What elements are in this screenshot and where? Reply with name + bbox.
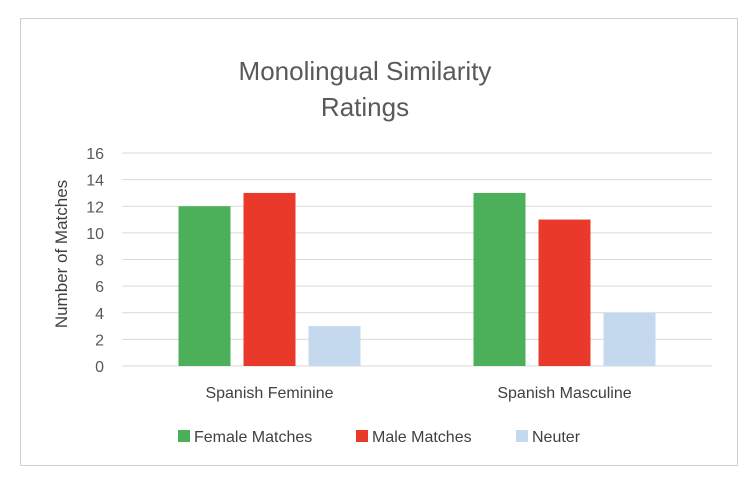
legend-label-3: Neuter: [532, 429, 581, 446]
chart-frame: [20, 18, 738, 466]
bar-1-3: [308, 326, 361, 366]
y-tick-label-14: 14: [86, 173, 104, 190]
y-axis-label: Number of Matches: [52, 180, 71, 328]
category-labels: Spanish Feminine Spanish Masculine: [205, 385, 631, 402]
bar-2-2: [538, 219, 591, 366]
y-tick-label-12: 12: [86, 199, 104, 216]
y-tick-label-4: 4: [95, 306, 104, 323]
y-tick-label-8: 8: [95, 253, 104, 270]
bar-2-1: [473, 192, 526, 366]
legend-label-2: Male Matches: [372, 429, 472, 446]
legend-label-1: Female Matches: [194, 429, 312, 446]
legend-swatch-2: [356, 430, 368, 442]
y-tick-label-16: 16: [86, 146, 104, 163]
legend: Female Matches Male Matches Neuter: [178, 429, 581, 446]
y-tick-label-0: 0: [95, 359, 104, 376]
bar-1-1: [178, 206, 231, 366]
chart-title-line-2: Ratings: [321, 92, 409, 122]
y-tick-label-2: 2: [95, 332, 104, 349]
bar-1-2: [243, 192, 296, 366]
x-category-label-1: Spanish Feminine: [205, 385, 333, 402]
legend-swatch-3: [516, 430, 528, 442]
chart-title-line-1: Monolingual Similarity: [239, 56, 492, 86]
y-tick-label-6: 6: [95, 279, 104, 296]
legend-swatch-1: [178, 430, 190, 442]
y-tick-labels: 0 2 4 6 8 10 12 14 16: [86, 146, 104, 376]
x-category-label-2: Spanish Masculine: [497, 385, 631, 402]
bars: [178, 192, 656, 366]
bar-2-3: [603, 312, 656, 366]
y-tick-label-10: 10: [86, 226, 104, 243]
